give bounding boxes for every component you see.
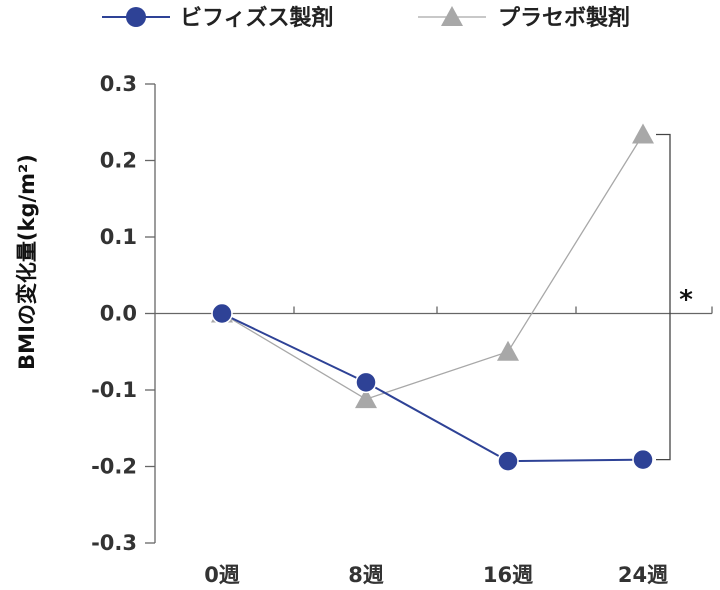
data-point-triangle [632, 123, 654, 144]
series-line [221, 134, 644, 400]
data-point-circle [632, 448, 654, 471]
y-tick-label: 0.2 [100, 149, 137, 173]
y-tick-label: 0.1 [100, 225, 137, 249]
data-point-circle [497, 450, 519, 472]
legend-label-placebo: プラセボ製剤 [498, 5, 630, 31]
data-point-circle [355, 371, 377, 394]
series-layer [211, 123, 654, 472]
legend-marker-triangle [441, 6, 463, 26]
series-line [221, 312, 644, 463]
legend-label-bifidus: ビフィズス製剤 [180, 5, 334, 31]
y-tick-label: 0.3 [100, 72, 137, 96]
y-tick-label: -0.1 [91, 378, 137, 402]
data-point-circle [211, 302, 233, 325]
y-axis-label: BMIの変化量(kg/m²) [15, 154, 39, 370]
legend: ビフィズス製剤 プラセボ製剤 [102, 5, 630, 31]
y-tick-label: -0.2 [91, 455, 137, 479]
annotation-layer: * [656, 133, 693, 461]
x-tick-label: 24週 [618, 563, 668, 587]
y-tick-label: 0.0 [100, 302, 137, 326]
x-tick-label: 8週 [348, 563, 384, 587]
significance-bracket [656, 133, 671, 461]
data-point-triangle [497, 340, 519, 361]
significance-marker: * [679, 285, 693, 315]
legend-marker-circle [126, 7, 146, 27]
x-tick-label: 16週 [483, 563, 533, 587]
axes: 0.3 0.2 0.1 0.0 -0.1 -0.2 -0.3 0週 8週 16週 24週 BMIの変化… [15, 72, 713, 587]
data-point-triangle [355, 388, 377, 409]
y-tick-label: -0.3 [91, 531, 137, 555]
x-tick-label: 0週 [204, 563, 240, 587]
